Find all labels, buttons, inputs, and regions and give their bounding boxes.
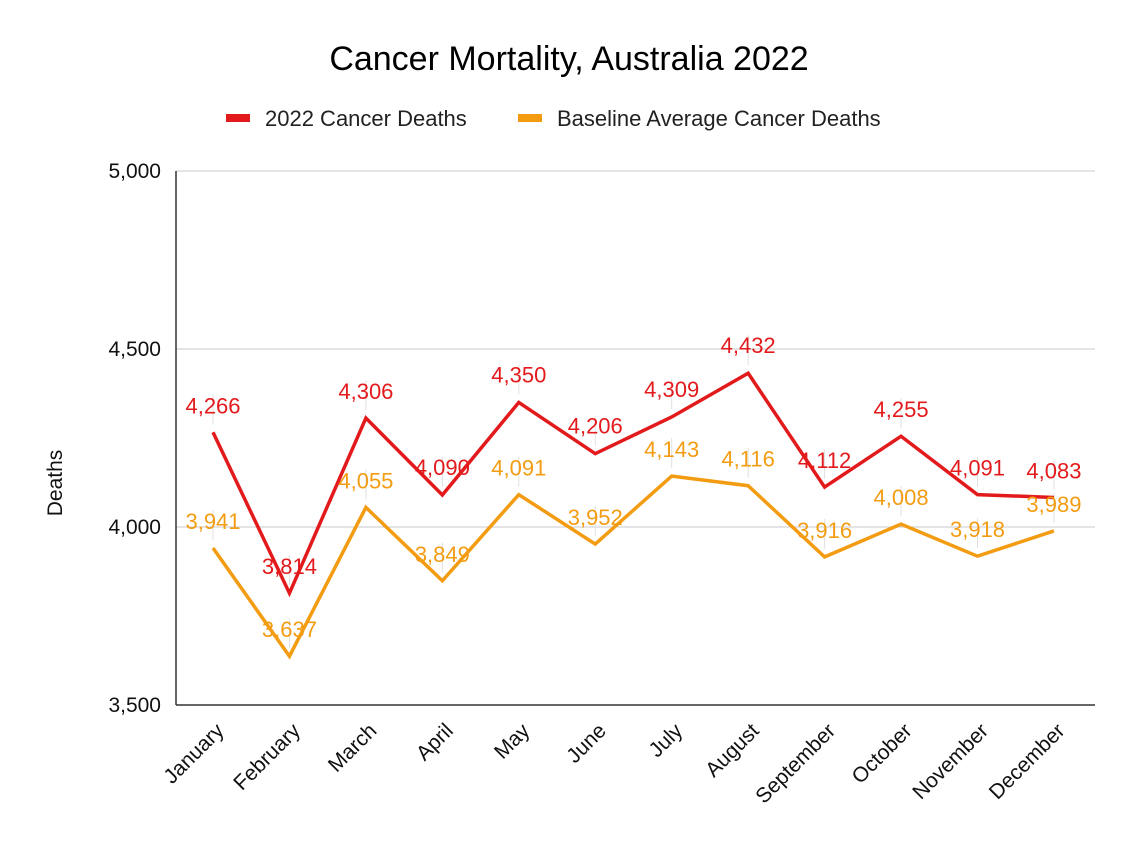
y-tick-label: 3,500 [108,694,161,717]
data-label-2022: 4,306 [338,379,393,404]
data-label-2022: 4,266 [185,393,240,418]
data-label-2022: 4,112 [798,448,851,473]
x-tick-label: May [490,719,535,764]
data-label-baseline: 3,952 [568,505,623,530]
data-label-baseline: 4,055 [338,468,393,493]
data-label-2022: 3,814 [262,554,317,579]
legend-label-2022: 2022 Cancer Deaths [265,106,467,131]
x-tick-label: November [908,719,993,804]
series-line-2022 [211,370,1055,598]
x-tick-label: June [562,719,610,767]
data-label-2022: 4,091 [950,456,1005,481]
data-label-baseline: 3,916 [797,518,852,543]
data-label-2022: 4,255 [874,397,929,422]
legend: 2022 Cancer Deaths Baseline Average Canc… [226,106,881,131]
data-label-baseline: 4,008 [874,485,929,510]
data-label-baseline: 3,918 [950,517,1005,542]
x-tick-label: January [159,719,228,788]
y-tick-label: 4,000 [108,516,161,539]
x-tick-label: April [412,719,458,765]
series-line-baseline [211,474,1055,660]
data-label-2022: 4,090 [415,455,470,480]
data-label-baseline: 4,091 [491,456,546,481]
y-axis-ticks: 3,500 4,000 4,500 5,000 [108,160,161,717]
data-label-baseline: 4,116 [721,447,774,472]
x-tick-label: July [645,719,688,762]
legend-swatch-baseline [518,114,542,122]
gridlines [175,170,1095,706]
chart-title: Cancer Mortality, Australia 2022 [329,40,808,78]
x-tick-label: August [701,719,764,782]
series-lines [211,370,1055,660]
y-tick-label: 5,000 [108,160,161,183]
data-label-baseline: 3,941 [185,509,240,534]
x-tick-label: December [985,719,1070,804]
data-label-2022: 4,206 [568,414,623,439]
x-tick-label: February [229,719,305,795]
y-tick-label: 4,500 [108,338,161,361]
x-tick-label: September [751,719,840,808]
x-tick-label: October [847,719,916,788]
data-label-baseline: 3,989 [1026,492,1081,517]
data-label-baseline: 3,637 [262,617,317,642]
x-axis-ticks: January February March April May June July Augu… [159,719,1069,808]
data-label-2022: 4,083 [1026,458,1081,483]
data-label-2022: 4,309 [644,377,699,402]
data-label-2022: 4,432 [721,333,776,358]
label-leaders [212,335,1055,649]
data-label-2022: 4,350 [491,362,546,387]
data-labels: 4,266 3,814 4,306 4,090 4,350 4,206 4,309 4,432… [185,333,1081,642]
legend-swatch-2022 [226,114,250,122]
data-label-baseline: 4,143 [644,437,699,462]
data-label-baseline: 3,849 [415,542,470,567]
legend-label-baseline: Baseline Average Cancer Deaths [557,106,881,131]
x-tick-label: March [324,719,382,777]
y-axis-title: Deaths [44,450,67,517]
